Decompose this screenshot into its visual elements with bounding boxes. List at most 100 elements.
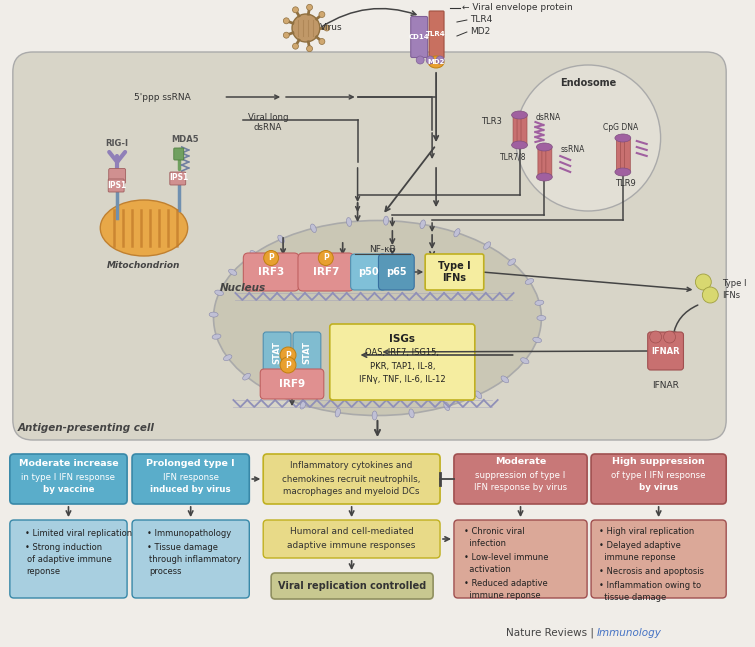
Ellipse shape xyxy=(250,250,257,258)
FancyBboxPatch shape xyxy=(263,332,291,373)
Ellipse shape xyxy=(537,316,546,320)
Circle shape xyxy=(664,331,676,343)
FancyBboxPatch shape xyxy=(648,332,683,370)
Text: IRF9: IRF9 xyxy=(279,379,305,389)
Text: STAT: STAT xyxy=(303,340,311,364)
FancyBboxPatch shape xyxy=(517,116,523,144)
Ellipse shape xyxy=(615,168,631,176)
Ellipse shape xyxy=(512,141,528,149)
Ellipse shape xyxy=(212,334,221,339)
Ellipse shape xyxy=(347,217,352,226)
Text: activation: activation xyxy=(464,565,511,575)
Text: • Limited viral replication: • Limited viral replication xyxy=(25,529,132,538)
Text: dsRNA: dsRNA xyxy=(254,124,282,133)
FancyBboxPatch shape xyxy=(591,454,726,504)
Text: CpG DNA: CpG DNA xyxy=(603,122,639,131)
Ellipse shape xyxy=(209,312,218,317)
Text: IRF3: IRF3 xyxy=(258,267,285,277)
FancyBboxPatch shape xyxy=(330,324,475,400)
Ellipse shape xyxy=(536,173,553,181)
Text: Nucleus: Nucleus xyxy=(220,283,267,293)
Text: Nature Reviews |: Nature Reviews | xyxy=(506,628,597,638)
Text: IFN response: IFN response xyxy=(162,472,219,481)
Text: IFNAR: IFNAR xyxy=(652,380,679,389)
Text: Mitochondrion: Mitochondrion xyxy=(107,261,180,270)
Circle shape xyxy=(416,56,424,64)
Ellipse shape xyxy=(501,376,509,383)
Text: TLR9: TLR9 xyxy=(615,179,636,188)
Text: induced by virus: induced by virus xyxy=(150,485,231,494)
Text: suppression of type I: suppression of type I xyxy=(476,470,565,479)
Text: through inflammatory: through inflammatory xyxy=(149,556,242,564)
Text: Type I: Type I xyxy=(723,278,747,287)
Text: by virus: by virus xyxy=(639,483,678,492)
Text: TLR4: TLR4 xyxy=(427,31,446,37)
Ellipse shape xyxy=(454,228,460,237)
FancyBboxPatch shape xyxy=(10,520,127,598)
Circle shape xyxy=(292,43,298,49)
Text: Type I: Type I xyxy=(438,261,470,271)
FancyBboxPatch shape xyxy=(546,148,552,177)
Circle shape xyxy=(319,250,333,265)
Text: dsRNA: dsRNA xyxy=(535,113,561,122)
Ellipse shape xyxy=(420,220,425,228)
Text: IFN response by virus: IFN response by virus xyxy=(474,483,567,492)
FancyBboxPatch shape xyxy=(263,520,440,558)
Ellipse shape xyxy=(214,290,223,296)
Text: Viral long: Viral long xyxy=(248,113,288,122)
Text: TLR7/8: TLR7/8 xyxy=(500,153,526,162)
FancyBboxPatch shape xyxy=(13,52,726,440)
Text: adaptive immune responses: adaptive immune responses xyxy=(288,542,416,551)
Circle shape xyxy=(283,18,289,24)
Text: • Inflammation owing to: • Inflammation owing to xyxy=(599,582,701,591)
FancyBboxPatch shape xyxy=(170,172,186,185)
Ellipse shape xyxy=(444,402,450,411)
FancyBboxPatch shape xyxy=(10,454,127,504)
Text: ssRNA: ssRNA xyxy=(560,146,584,155)
Ellipse shape xyxy=(409,409,414,418)
FancyBboxPatch shape xyxy=(243,253,299,291)
Text: of adaptive immune: of adaptive immune xyxy=(26,556,112,564)
Circle shape xyxy=(436,56,444,64)
Text: High suppression: High suppression xyxy=(612,457,705,466)
Text: • Delayed adaptive: • Delayed adaptive xyxy=(599,542,681,551)
Text: Endosome: Endosome xyxy=(560,78,616,88)
Circle shape xyxy=(283,32,289,38)
Text: • Tissue damage: • Tissue damage xyxy=(147,543,218,553)
Text: Antigen-presenting cell: Antigen-presenting cell xyxy=(18,423,155,433)
Circle shape xyxy=(319,39,325,45)
FancyBboxPatch shape xyxy=(521,116,527,144)
FancyBboxPatch shape xyxy=(454,520,587,598)
Text: IFNγ, TNF, IL-6, IL-12: IFNγ, TNF, IL-6, IL-12 xyxy=(359,375,445,384)
Text: Humoral and cell-mediated: Humoral and cell-mediated xyxy=(290,527,414,536)
FancyBboxPatch shape xyxy=(425,254,484,290)
Circle shape xyxy=(426,56,434,64)
Text: 5'ppp ssRNA: 5'ppp ssRNA xyxy=(134,93,191,102)
FancyBboxPatch shape xyxy=(108,179,124,192)
FancyBboxPatch shape xyxy=(263,454,440,504)
FancyBboxPatch shape xyxy=(132,520,249,598)
Circle shape xyxy=(263,250,279,265)
Text: IPS1: IPS1 xyxy=(107,181,127,190)
FancyBboxPatch shape xyxy=(591,520,726,598)
Text: tissue damage: tissue damage xyxy=(599,593,666,602)
Text: IRF7: IRF7 xyxy=(313,267,339,277)
Text: • Necrosis and apoptosis: • Necrosis and apoptosis xyxy=(599,567,704,576)
Circle shape xyxy=(292,14,320,42)
Text: Viral replication controlled: Viral replication controlled xyxy=(278,581,426,591)
Ellipse shape xyxy=(535,300,544,305)
FancyBboxPatch shape xyxy=(271,573,433,599)
FancyBboxPatch shape xyxy=(616,138,622,171)
Circle shape xyxy=(292,7,298,13)
FancyBboxPatch shape xyxy=(454,454,587,504)
Ellipse shape xyxy=(512,111,528,119)
FancyBboxPatch shape xyxy=(513,116,519,144)
Circle shape xyxy=(280,357,296,373)
Ellipse shape xyxy=(214,221,541,415)
Ellipse shape xyxy=(300,400,306,409)
Ellipse shape xyxy=(223,355,232,360)
Text: immune reponse: immune reponse xyxy=(464,591,541,600)
FancyBboxPatch shape xyxy=(429,11,444,58)
Text: macrophages and myeloid DCs: macrophages and myeloid DCs xyxy=(283,487,420,496)
Text: MDA5: MDA5 xyxy=(171,135,199,144)
